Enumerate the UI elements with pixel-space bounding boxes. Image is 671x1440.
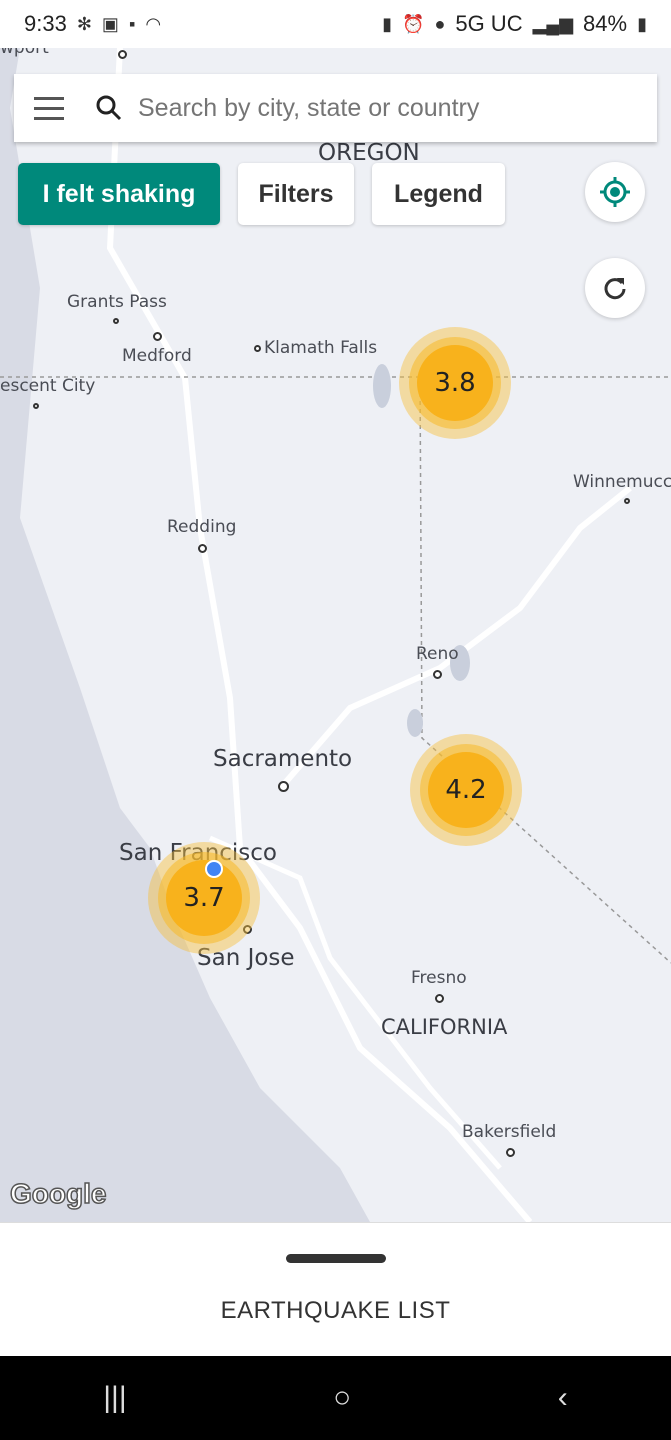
city-dot (506, 1148, 515, 1157)
city-dot (198, 544, 207, 553)
map-label-winnemucca: Winnemucca (573, 472, 671, 492)
location-icon: ● (434, 13, 446, 34)
map-label-san-jose: San Jose (197, 945, 295, 971)
my-location-icon (600, 177, 630, 207)
user-location-dot (205, 860, 223, 878)
magnitude: 3.8 (417, 345, 493, 421)
back-button[interactable]: ‹ (557, 1381, 568, 1414)
alarm-icon: ⏰ (402, 13, 425, 34)
map-label-redding: Redding (167, 517, 237, 537)
felt-shaking-button[interactable]: I felt shaking (18, 163, 220, 225)
highway (106, 48, 533, 1222)
map-shapes (0, 48, 671, 1222)
earthquake-list-sheet[interactable]: EARTHQUAKE LIST (0, 1222, 671, 1356)
battery-level: 84% (583, 11, 628, 36)
network-type: 5G UC (455, 11, 523, 36)
city-dot (278, 781, 289, 792)
state-border (419, 376, 671, 964)
status-bar: 9:33 ✻ ▣ ▪ ◠ ▮ ⏰ ● 5G UC ▂▄▆ 84% ▮ (0, 0, 671, 48)
my-location-button[interactable] (585, 162, 645, 222)
highway (208, 835, 502, 1170)
city-dot (254, 345, 261, 352)
map-label-fresno: Fresno (411, 968, 467, 988)
lake (407, 709, 423, 737)
city-dot (433, 670, 442, 679)
ocean (0, 48, 370, 1222)
city-dot (624, 498, 630, 504)
city-dot (243, 925, 252, 934)
battery-saver-icon: ▮ (382, 13, 393, 34)
recents-button[interactable]: ||| (103, 1381, 127, 1414)
map-label-oregon: OREGON (318, 140, 420, 166)
slack-icon: ✻ (76, 13, 92, 34)
search-input[interactable] (138, 93, 638, 123)
city-dot (118, 50, 127, 59)
map-label-bakersfield: Bakersfield (462, 1122, 557, 1142)
map[interactable]: wport OREGON Grants Pass Medford Klamath… (0, 48, 671, 1222)
search-bar[interactable] (14, 74, 657, 142)
map-label-california: CALIFORNIA (381, 1015, 508, 1039)
magnitude: 3.7 (166, 860, 242, 936)
lake (373, 364, 391, 408)
map-label-sacramento: Sacramento (213, 746, 353, 772)
google-logo: Google (9, 1177, 107, 1210)
map-label-medford: Medford (122, 346, 192, 366)
refresh-icon (604, 278, 626, 300)
notification-icon: ▪ (128, 13, 136, 34)
earthquake-marker[interactable]: 3.8 (399, 327, 511, 439)
earthquake-marker[interactable]: 3.7 (148, 842, 260, 954)
map-label-newport: wport (0, 48, 49, 58)
refresh-button[interactable] (585, 258, 645, 318)
home-button[interactable]: ○ (333, 1381, 352, 1414)
filters-button[interactable]: Filters (238, 163, 354, 225)
city-dot (435, 994, 444, 1003)
earthquake-marker[interactable]: 4.2 (410, 734, 522, 846)
search-icon (96, 95, 122, 121)
battery-icon: ▮ (637, 13, 647, 34)
calendar-icon: ▣ (101, 13, 119, 34)
highway (282, 485, 632, 785)
map-label-crescent-city: escent City (0, 376, 96, 396)
menu-icon[interactable] (34, 96, 64, 120)
city-dot (33, 403, 39, 409)
drag-handle[interactable] (286, 1254, 386, 1263)
wifi-icon: ◠ (145, 13, 162, 34)
system-nav-bar: ||| ○ ‹ (0, 1356, 671, 1440)
clock: 9:33 (24, 11, 67, 36)
map-label-klamath-falls: Klamath Falls (264, 338, 378, 358)
city-dot (153, 332, 162, 341)
legend-button[interactable]: Legend (372, 163, 505, 225)
city-dot (113, 318, 119, 324)
sheet-title[interactable]: EARTHQUAKE LIST (220, 1297, 451, 1324)
magnitude: 4.2 (428, 752, 504, 828)
lake (450, 645, 470, 681)
map-label-grants-pass: Grants Pass (67, 292, 167, 312)
map-label-reno: Reno (416, 644, 459, 664)
signal-icon: ▂▄▆ (532, 13, 574, 34)
